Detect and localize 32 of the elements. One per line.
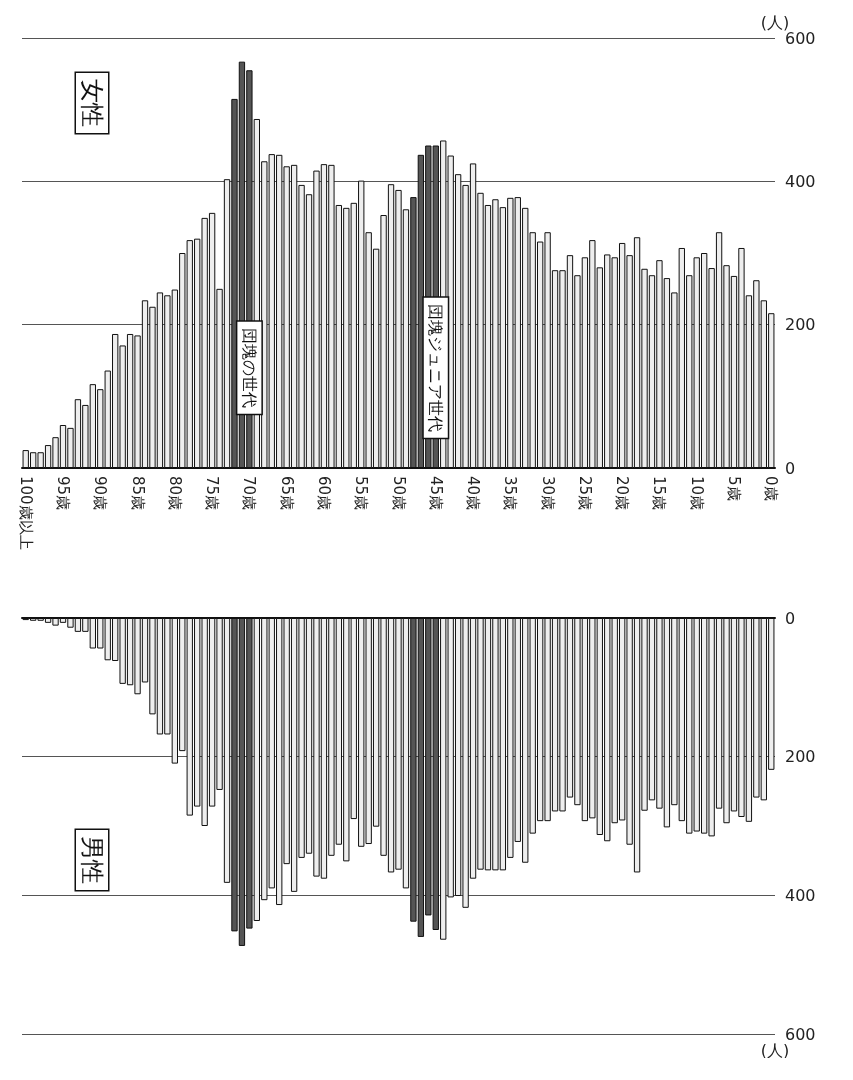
x-tick-label: 95歳 — [54, 476, 73, 511]
y-tick-label: 200 — [785, 315, 816, 335]
annotation: 団塊の世代 — [239, 327, 259, 408]
x-tick-label: 85歳 — [128, 476, 147, 511]
x-tick-label: 15歳 — [650, 476, 669, 511]
x-tick-label: 75歳 — [203, 476, 222, 511]
y-tick-label: 400 — [785, 885, 816, 905]
x-tick-label: 30歳 — [538, 476, 557, 511]
x-tick-label: 10歳 — [687, 476, 706, 511]
x-tick-label: 40歳 — [464, 476, 483, 511]
x-tick-label: 100歳以上 — [16, 476, 35, 550]
y-tick-label: 0 — [785, 608, 796, 628]
x-tick-label: 55歳 — [352, 476, 371, 511]
y-tick-label: 0 — [785, 458, 796, 478]
x-tick-label: 35歳 — [501, 476, 520, 511]
x-tick-label: 60歳 — [314, 476, 333, 511]
x-tick-label: 45歳 — [426, 476, 445, 511]
y-axis-title: (人) — [760, 12, 790, 32]
x-tick-label: 70歳 — [240, 476, 259, 511]
x-tick-label: 20歳 — [613, 476, 632, 511]
text: 女性 — [78, 79, 106, 127]
y-tick-label: 400 — [785, 171, 816, 191]
text: 男性 — [78, 836, 106, 884]
x-tick-label: 80歳 — [165, 476, 184, 511]
x-tick-label: 25歳 — [575, 476, 594, 511]
x-tick-label: 90歳 — [91, 476, 110, 511]
x-tick-label: 5歳 — [724, 476, 743, 501]
annotation: 団塊ジュニア世代 — [426, 303, 446, 432]
x-tick-label: 50歳 — [389, 476, 408, 511]
y-tick-label: 200 — [785, 747, 816, 767]
x-tick-label: 65歳 — [277, 476, 296, 511]
x-tick-label: 0歳 — [762, 476, 781, 501]
